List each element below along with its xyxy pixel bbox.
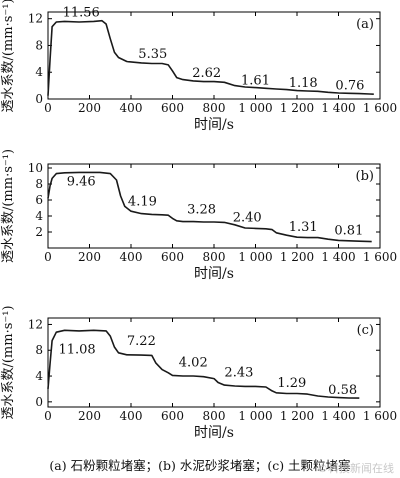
x-tick-label: 400 (120, 409, 143, 423)
y-tick-label: 10 (28, 161, 43, 175)
chart-panel-2: 0 200 400 600 800 1 000 1 200 1 400 1 600 2 4 6 8 10 9… (1, 149, 397, 282)
x-tick-label: 1 000 (238, 101, 272, 115)
data-label: 9.46 (67, 175, 96, 190)
data-label: 2.62 (192, 66, 221, 81)
x-tick-label: 600 (161, 101, 184, 115)
y-tick-label: 4 (35, 369, 43, 383)
data-label: 4.02 (179, 355, 208, 370)
panel-label: (a) (356, 17, 374, 32)
data-label: 0.81 (334, 223, 363, 238)
x-tick-label: 1 200 (280, 101, 314, 115)
y-axis-label: 透水系数/(mm·s⁻¹) (1, 149, 16, 263)
y-tick-label: 2 (35, 225, 43, 239)
data-label: 11.08 (58, 342, 95, 357)
data-label: 4.19 (128, 195, 157, 210)
x-tick-label: 800 (203, 250, 226, 264)
y-axis-label: 透水系数/(mm·s⁻¹) (1, 0, 16, 113)
x-tick-label: 400 (120, 250, 143, 264)
data-label: 11.56 (63, 6, 100, 21)
x-axis-label: 时间/s (194, 266, 234, 282)
x-tick-label: 1 400 (321, 101, 355, 115)
x-tick-label: 1 200 (280, 409, 314, 423)
chart-panel-1: 0 200 400 600 800 1 000 1 200 1 400 1 600 0 4 8 12 11… (1, 0, 397, 133)
panel-label: (b) (356, 169, 374, 184)
x-tick-label: 200 (78, 101, 101, 115)
series-line (47, 171, 372, 243)
x-tick-label: 1 600 (363, 409, 397, 423)
data-label: 1.18 (289, 76, 318, 91)
x-tick-label: 1 400 (321, 250, 355, 264)
data-label: 5.35 (138, 47, 167, 62)
data-label: 2.40 (233, 211, 262, 226)
panel-label: (c) (357, 323, 374, 338)
y-tick-label: 6 (35, 193, 43, 207)
x-tick-label: 600 (161, 409, 184, 423)
series-line (47, 329, 360, 399)
y-tick-label: 0 (35, 92, 43, 106)
y-tick-label: 0 (35, 395, 43, 409)
x-tick-label: 1 000 (238, 409, 272, 423)
data-label: 0.76 (335, 79, 364, 94)
x-tick-label: 0 (44, 101, 52, 115)
x-tick-label: 1 400 (321, 409, 355, 423)
y-tick-label: 8 (35, 177, 43, 191)
watermark: ©科技新闻在线 (317, 462, 394, 475)
x-tick-label: 0 (44, 409, 52, 423)
y-axis-label: 透水系数/(mm·s⁻¹) (1, 305, 16, 419)
x-axis-label: 时间/s (194, 117, 234, 133)
data-label: 1.31 (289, 220, 318, 235)
x-tick-label: 1 200 (280, 250, 314, 264)
x-tick-label: 1 600 (363, 101, 397, 115)
y-tick-label: 12 (28, 317, 43, 331)
data-label: 1.61 (241, 73, 270, 88)
x-tick-label: 400 (120, 101, 143, 115)
x-tick-label: 200 (78, 409, 101, 423)
y-tick-label: 8 (35, 343, 43, 357)
x-tick-label: 1 600 (363, 250, 397, 264)
figure-caption: (a) 石粉颗粒堵塞；(b) 水泥砂浆堵塞；(c) 土颗粒堵塞 (49, 458, 351, 473)
x-axis-label: 时间/s (194, 425, 234, 441)
data-label: 0.58 (328, 383, 357, 398)
plot-frame (47, 11, 381, 100)
x-tick-label: 600 (161, 250, 184, 264)
chart-panel-3: 0 200 400 600 800 1 000 1 200 1 400 1 600 0 4 8 12 11… (1, 305, 397, 441)
data-label: 7.22 (127, 334, 156, 349)
x-tick-label: 200 (78, 250, 101, 264)
y-tick-label: 8 (35, 38, 43, 52)
data-label: 1.29 (277, 376, 306, 391)
series-line (47, 19, 374, 96)
x-tick-label: 800 (203, 101, 226, 115)
y-tick-label: 4 (35, 65, 43, 79)
x-tick-label: 800 (203, 409, 226, 423)
y-tick-label: 12 (28, 12, 43, 26)
y-tick-label: 4 (35, 209, 43, 223)
x-tick-label: 0 (44, 250, 52, 264)
data-label: 3.28 (187, 203, 216, 218)
x-tick-label: 1 000 (238, 250, 272, 264)
data-label: 2.43 (224, 366, 253, 381)
